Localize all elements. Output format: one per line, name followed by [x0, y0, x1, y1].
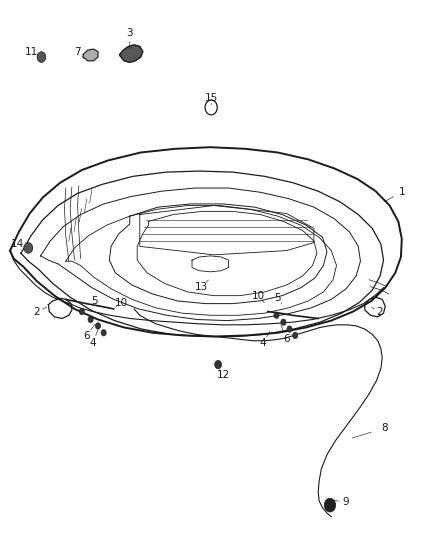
- Text: 5: 5: [92, 296, 98, 306]
- Text: 6: 6: [83, 332, 89, 342]
- Polygon shape: [83, 49, 98, 61]
- Circle shape: [287, 326, 292, 332]
- Text: 2: 2: [377, 306, 383, 317]
- Polygon shape: [120, 45, 143, 62]
- Text: 8: 8: [381, 423, 388, 433]
- Text: 3: 3: [127, 28, 133, 38]
- Text: 4: 4: [259, 338, 266, 349]
- Circle shape: [324, 498, 336, 512]
- Text: 7: 7: [74, 47, 81, 56]
- Circle shape: [274, 312, 279, 318]
- Text: 13: 13: [195, 281, 208, 292]
- Text: 15: 15: [205, 93, 218, 103]
- Circle shape: [79, 309, 85, 315]
- Circle shape: [24, 243, 33, 253]
- Text: 11: 11: [25, 47, 38, 56]
- Text: 6: 6: [283, 334, 290, 344]
- Circle shape: [95, 322, 101, 329]
- Circle shape: [293, 332, 298, 338]
- Circle shape: [37, 52, 46, 62]
- Text: 9: 9: [342, 497, 349, 507]
- Circle shape: [215, 360, 222, 369]
- Text: 10: 10: [251, 290, 265, 301]
- Text: 5: 5: [275, 293, 281, 303]
- Text: 2: 2: [33, 306, 39, 317]
- Text: 10: 10: [114, 297, 127, 308]
- Circle shape: [88, 317, 93, 322]
- Text: 14: 14: [11, 239, 25, 249]
- Circle shape: [101, 329, 106, 336]
- Text: 4: 4: [89, 338, 96, 349]
- Text: 12: 12: [217, 370, 230, 380]
- Text: 1: 1: [399, 187, 405, 197]
- Circle shape: [281, 319, 286, 325]
